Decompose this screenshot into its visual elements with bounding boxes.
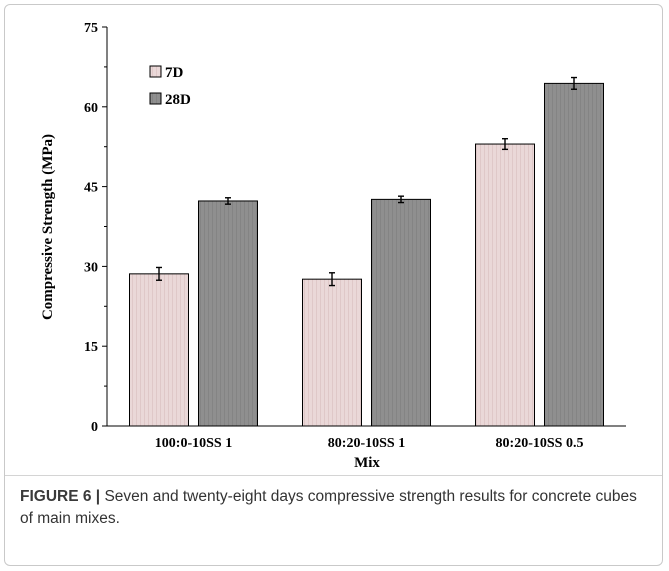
- caption-text: Seven and twenty-eight days compressive …: [20, 488, 637, 527]
- bar-28d-1: [198, 200, 258, 427]
- caption-label: FIGURE 6 |: [20, 488, 101, 505]
- y-tick-label: 75: [84, 21, 98, 36]
- bar-7d-2: [302, 278, 362, 427]
- bar-28d-3: [544, 82, 604, 427]
- bar-7d-1: [129, 273, 189, 427]
- bar-28d-2: [371, 198, 431, 427]
- bar-chart: 0 15 30 45 60 75 100:0-10SS 1 80:20-10SS 1 80:20…: [40, 21, 626, 471]
- y-tick-label: 45: [84, 181, 98, 196]
- legend-label-7d: 7D: [165, 65, 184, 81]
- x-tick-label: 80:20-10SS 1: [328, 436, 405, 451]
- y-tick-label: 15: [84, 340, 98, 355]
- x-axis-title: Mix: [354, 455, 380, 471]
- y-axis-title: Compressive Strength (MPa): [40, 134, 56, 320]
- x-tick-label: 80:20-10SS 0.5: [496, 436, 584, 451]
- y-tick-label: 60: [84, 101, 98, 116]
- y-tick-label: 0: [91, 420, 98, 435]
- legend-label-28d: 28D: [165, 92, 191, 108]
- bar-7d-3: [475, 143, 535, 427]
- figure-caption: FIGURE 6 | Seven and twenty-eight days c…: [20, 486, 645, 530]
- legend-swatch-28d: [149, 92, 162, 105]
- legend-swatch-7d: [149, 65, 162, 78]
- x-tick-label: 100:0-10SS 1: [155, 436, 232, 451]
- caption-divider: [5, 475, 662, 476]
- y-tick-label: 30: [84, 260, 98, 275]
